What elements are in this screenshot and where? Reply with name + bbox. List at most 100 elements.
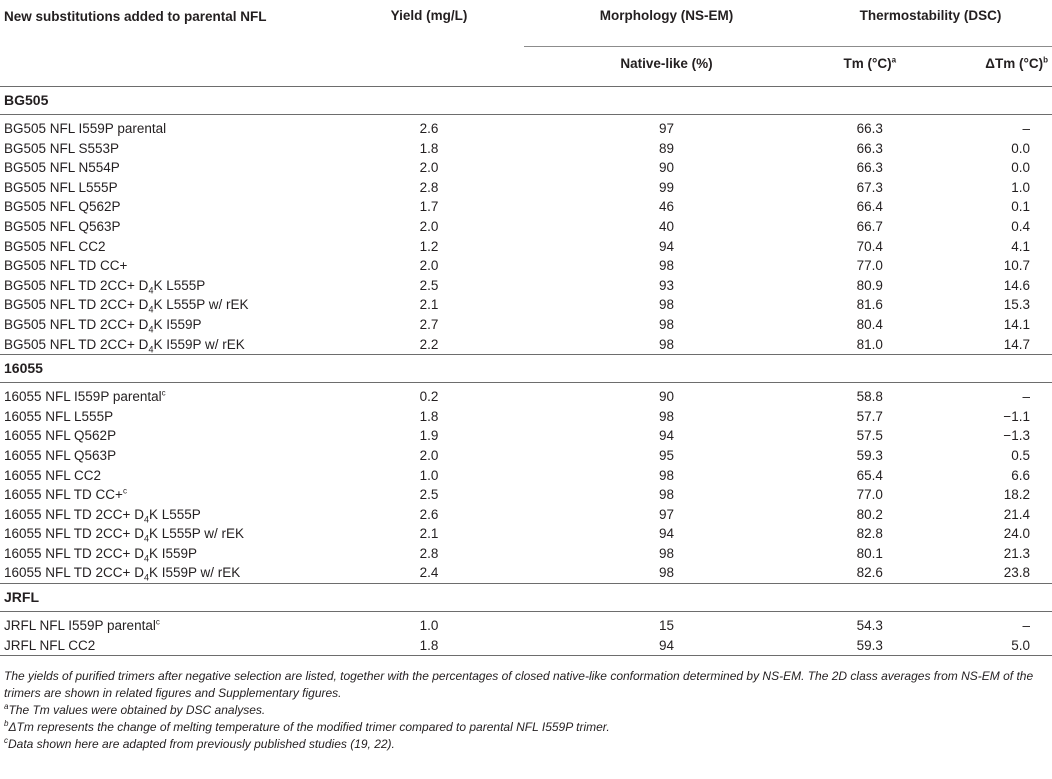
tm-cell: 59.3 <box>856 447 883 463</box>
yield-cell: 2.0 <box>419 218 439 234</box>
note-c: cData shown here are adapted from previo… <box>4 736 395 752</box>
tm-cell: 59.3 <box>856 637 883 653</box>
group-header-row: BG505 <box>0 86 1052 115</box>
tm-footnote-marker: a <box>891 55 897 65</box>
table-row: BG505 NFL TD 2CC+ D4K L555P 2.5 93 80.9 14.6 <box>0 276 1052 296</box>
bottom-rule <box>0 655 1052 663</box>
native-cell: 98 <box>658 545 675 561</box>
table-row: 16055 NFL TD 2CC+ D4K I559P 2.8 98 80.1 21.3 <box>0 544 1052 564</box>
table-notes: The yields of purified trimers after neg… <box>0 662 1052 753</box>
tm-header-label: Tm (°C) <box>843 56 892 71</box>
yield-cell: 2.2 <box>419 336 439 352</box>
native-cell: 94 <box>658 238 675 254</box>
header-row-1: New substitutions added to parental NFL … <box>0 0 1052 47</box>
construct-cell: BG505 NFL TD 2CC+ D4K I559P <box>4 316 202 335</box>
native-cell: 98 <box>658 316 675 332</box>
yield-cell: 1.8 <box>419 140 439 156</box>
tm-cell: 66.4 <box>856 199 883 215</box>
dtm-cell: 18.2 <box>1003 487 1030 503</box>
note-c-text: Data shown here are adapted from previou… <box>8 737 395 752</box>
table-row: 16055 NFL L555P 1.8 98 57.7 −1.1 <box>0 407 1052 427</box>
col-native-header: Native-like (%) <box>620 56 713 71</box>
yield-cell: 2.6 <box>419 506 439 522</box>
table-body: BG505 BG505 NFL I559P parental 2.6 97 66.3– B… <box>0 86 1052 663</box>
construct-cell: BG505 NFL Q562P <box>4 199 121 215</box>
dtm-cell: 23.8 <box>1003 565 1030 581</box>
dtm-cell: −1.3 <box>1003 428 1030 444</box>
native-cell: 98 <box>658 408 675 424</box>
table-row: BG505 NFL TD CC+ 2.0 98 77.0 10.7 <box>0 256 1052 276</box>
dtm-footnote-marker: b <box>1043 55 1048 65</box>
native-cell: 90 <box>658 160 675 176</box>
yield-cell: 2.4 <box>419 565 439 581</box>
construct-cell: 16055 NFL L555P <box>4 408 114 424</box>
native-cell: 97 <box>658 506 675 522</box>
native-cell: 95 <box>658 447 675 463</box>
table-row: JRFL NFL I559P parentalc 1.0 15 54.3– <box>0 611 1052 636</box>
construct-cell: BG505 NFL N554P <box>4 160 120 176</box>
native-cell: 98 <box>658 487 675 503</box>
construct-cell: 16055 NFL I559P parentalc <box>0 382 334 407</box>
col-morphology-header: Morphology (NS-EM) <box>524 0 809 47</box>
yield-cell: 1.0 <box>419 467 439 483</box>
dtm-cell: 15.3 <box>1003 297 1030 313</box>
table-row: 16055 NFL TD 2CC+ D4K L555P w/ rEK 2.1 94 8… <box>0 524 1052 544</box>
group-header-row: JRFL <box>0 583 1052 612</box>
native-cell: 15 <box>524 611 809 636</box>
construct-cell: 16055 NFL TD CC+c <box>4 486 127 503</box>
yield-cell: 2.5 <box>419 277 439 293</box>
table-row: 16055 NFL TD CC+c 2.5 98 77.0 18.2 <box>0 485 1052 505</box>
construct-cell: 16055 NFL CC2 <box>4 467 102 483</box>
tm-cell: 80.9 <box>856 277 883 293</box>
dtm-cell: 14.7 <box>1003 336 1030 352</box>
table-row: BG505 NFL TD 2CC+ D4K I559P w/ rEK 2.2 98 8… <box>0 335 1052 355</box>
yield-cell: 2.8 <box>419 545 439 561</box>
construct-cell: BG505 NFL Q563P <box>4 218 121 234</box>
note-a: aThe Tm values were obtained by DSC anal… <box>4 702 266 718</box>
dtm-cell: 4.1 <box>1011 238 1030 254</box>
native-cell: 94 <box>658 526 675 542</box>
dtm-cell: – <box>930 382 1052 407</box>
native-cell: 98 <box>658 467 675 483</box>
yield-cell: 1.9 <box>419 428 439 444</box>
native-cell: 94 <box>658 428 675 444</box>
dtm-header-label: ΔTm (°C) <box>985 56 1044 71</box>
native-cell: 98 <box>658 336 675 352</box>
col-dtm-header: ΔTm (°C)b <box>931 47 1052 87</box>
footnote-marker: c <box>122 486 127 496</box>
yield-cell: 2.7 <box>419 316 439 332</box>
yield-cell: 2.0 <box>419 447 439 463</box>
dtm-cell: 14.1 <box>1003 316 1030 332</box>
footnote-marker: c <box>161 388 166 398</box>
note-main: The yields of purified trimers after neg… <box>4 669 1034 701</box>
construct-cell: BG505 NFL TD 2CC+ D4K L555P <box>4 277 206 296</box>
tm-cell: 81.0 <box>856 336 883 352</box>
native-cell: 98 <box>658 565 675 581</box>
yield-cell: 0.2 <box>334 382 524 407</box>
col-thermostability-header: Thermostability (DSC) <box>809 0 1052 47</box>
dtm-cell: 0.5 <box>1011 447 1030 463</box>
tm-cell: 80.1 <box>856 545 883 561</box>
dtm-cell: 5.0 <box>1011 637 1030 653</box>
tm-cell: 77.0 <box>856 258 883 274</box>
dtm-cell: 21.4 <box>1003 506 1030 522</box>
yield-cell: 1.2 <box>419 238 439 254</box>
footnote-marker: c <box>155 617 160 627</box>
native-cell: 90 <box>524 382 809 407</box>
native-cell: 97 <box>524 113 809 139</box>
tm-cell: 66.3 <box>809 113 931 139</box>
dtm-cell: – <box>930 611 1052 636</box>
col-construct-header: New substitutions added to parental NFL <box>4 9 267 24</box>
dtm-cell: 0.4 <box>1011 218 1030 234</box>
tm-cell: 82.6 <box>856 565 883 581</box>
native-cell: 98 <box>658 297 675 313</box>
native-cell: 98 <box>658 258 675 274</box>
table-row: 16055 NFL Q563P 2.0 95 59.3 0.5 <box>0 446 1052 466</box>
yield-cell: 1.8 <box>419 637 439 653</box>
tm-cell: 81.6 <box>856 297 883 313</box>
construct-cell: JRFL NFL CC2 <box>4 637 96 653</box>
table-row: BG505 NFL S553P 1.8 89 66.3 0.0 <box>0 139 1052 159</box>
table-row: BG505 NFL I559P parental 2.6 97 66.3– <box>0 113 1052 139</box>
construct-cell: JRFL NFL I559P parentalc <box>0 611 334 636</box>
dtm-cell: 0.0 <box>1011 160 1030 176</box>
